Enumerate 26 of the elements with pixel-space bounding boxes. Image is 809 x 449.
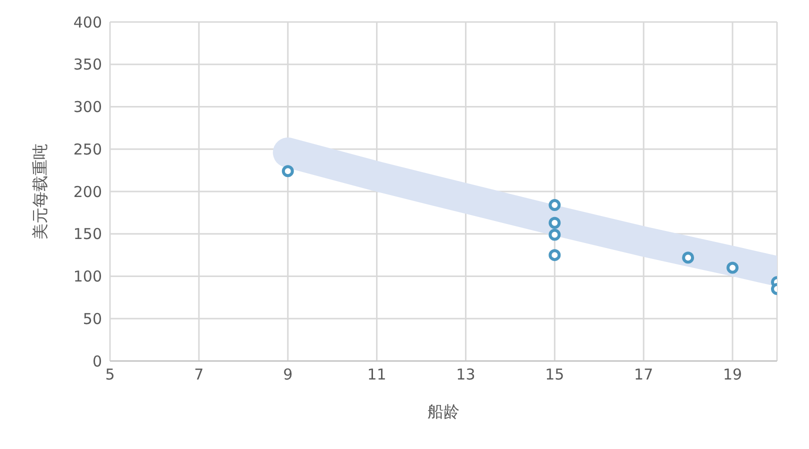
y-tick-label: 200 [73,182,102,201]
x-tick-label: 7 [194,366,204,384]
x-tick-label: 15 [545,366,564,384]
y-tick-label: 100 [73,268,102,286]
point [548,228,561,241]
y-tick-label: 350 [73,56,102,74]
x-tick-label: 5 [105,366,115,384]
y-axis-title: 美元每载重吨 [30,144,50,240]
point [548,249,561,262]
y-tick-label: 400 [73,13,102,32]
point [682,252,694,264]
point [282,165,294,178]
point [726,262,739,274]
x-tick-label: 19 [722,366,742,384]
point [548,199,561,212]
y-tick-label: 250 [73,140,102,158]
y-tick-label: 50 [82,310,102,328]
y-tick-label: 0 [92,352,102,370]
x-axis-title: 船龄 [428,402,460,421]
y-tick-label: 300 [73,98,102,116]
y-tick-label: 150 [73,225,102,244]
x-tick-label: 11 [367,366,386,384]
x-tick-label: 9 [283,366,293,384]
x-tick-label: 13 [456,366,476,384]
point [548,216,561,229]
x-tick-label: 17 [634,366,654,384]
